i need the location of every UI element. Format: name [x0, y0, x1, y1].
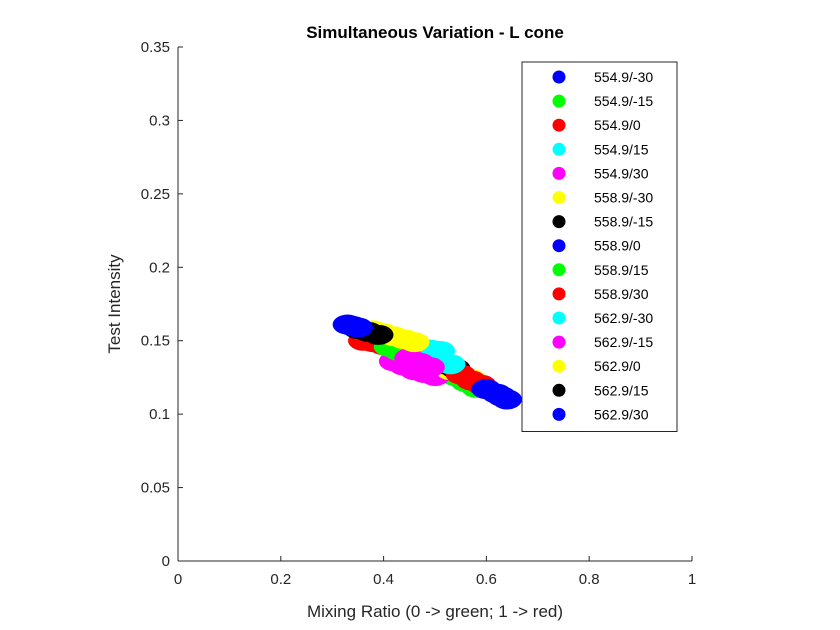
data-point — [414, 357, 445, 378]
legend-marker — [552, 94, 566, 108]
legend-entry: 554.9/-15 — [552, 93, 653, 109]
x-tick-label: 0.6 — [476, 571, 497, 588]
legend-box — [521, 61, 678, 432]
legend-entry: 554.9/0 — [552, 117, 641, 133]
y-axis-title: Test Intensity — [105, 254, 124, 354]
legend-label: 554.9/-15 — [594, 93, 653, 109]
y-tick-label: 0.15 — [141, 333, 170, 350]
series-12 — [394, 348, 445, 378]
legend-entry: 562.9/-15 — [552, 334, 653, 350]
legend-label: 562.9/0 — [594, 358, 641, 374]
chart-title: Simultaneous Variation - L cone — [306, 23, 564, 42]
y-axis: 0 0.05 0.1 0.15 0.2 0.25 0.3 0.35 — [141, 39, 183, 570]
x-tick-label: 0.4 — [373, 571, 394, 588]
legend-entry: 554.9/15 — [552, 141, 649, 157]
legend-entry: 558.9/0 — [552, 238, 641, 254]
legend-marker — [552, 166, 566, 180]
legend-label: 554.9/0 — [594, 117, 641, 133]
legend-marker — [552, 311, 566, 325]
x-tick-label: 0.2 — [270, 571, 291, 588]
legend-entry: 562.9/-30 — [552, 310, 653, 326]
legend-entry: 554.9/30 — [552, 165, 649, 181]
legend-marker — [552, 118, 566, 132]
x-axis: 0 0.2 0.4 0.6 0.8 1 — [174, 556, 696, 588]
legend-label: 554.9/-30 — [594, 69, 653, 85]
legend-marker — [552, 70, 566, 84]
legend-marker — [552, 335, 566, 349]
x-tick-label: 1 — [688, 571, 696, 588]
y-tick-label: 0.1 — [149, 406, 170, 423]
legend-label: 554.9/30 — [594, 165, 649, 181]
legend-marker — [552, 359, 566, 373]
x-tick-label: 0 — [174, 571, 182, 588]
legend-label: 558.9/15 — [594, 262, 649, 278]
legend-entry: 562.9/30 — [552, 406, 649, 422]
legend-entry: 558.9/-30 — [552, 190, 653, 206]
legend-marker — [552, 263, 566, 277]
legend-marker — [552, 407, 566, 421]
legend-label: 562.9/30 — [594, 406, 649, 422]
series-15 — [332, 314, 522, 410]
data-point — [399, 332, 430, 353]
data-point — [342, 317, 373, 338]
legend-label: 558.9/0 — [594, 238, 641, 254]
legend-entry: 558.9/-15 — [552, 214, 653, 230]
legend-entry: 562.9/15 — [552, 382, 649, 398]
plot-area — [332, 314, 522, 410]
x-tick-label: 0.8 — [579, 571, 600, 588]
legend-label: 554.9/15 — [594, 141, 649, 157]
legend-entry: 558.9/15 — [552, 262, 649, 278]
legend-label: 562.9/-30 — [594, 310, 653, 326]
y-tick-label: 0.35 — [141, 39, 170, 56]
legend-entry: 554.9/-30 — [552, 69, 653, 85]
legend-label: 562.9/-15 — [594, 334, 653, 350]
legend-marker — [552, 239, 566, 253]
y-tick-label: 0 — [162, 553, 170, 570]
legend-marker — [552, 215, 566, 229]
x-axis-title: Mixing Ratio (0 -> green; 1 -> red) — [307, 602, 563, 621]
legend-label: 558.9/30 — [594, 286, 649, 302]
legend-marker — [552, 383, 566, 397]
y-tick-label: 0.3 — [149, 112, 170, 129]
legend-marker — [552, 142, 566, 156]
legend-label: 558.9/-15 — [594, 214, 653, 230]
y-tick-label: 0.05 — [141, 480, 170, 497]
legend: 554.9/-30 554.9/-15 554.9/0 554.9/15 554.9/3… — [521, 61, 678, 432]
legend-entry: 558.9/30 — [552, 286, 649, 302]
legend-marker — [552, 191, 566, 204]
data-point — [491, 389, 522, 410]
y-tick-label: 0.25 — [141, 186, 170, 203]
legend-label: 558.9/-30 — [594, 190, 653, 206]
legend-entry: 562.9/0 — [552, 358, 641, 374]
y-tick-label: 0.2 — [149, 259, 170, 276]
legend-marker — [552, 287, 566, 301]
legend-label: 562.9/15 — [594, 382, 649, 398]
